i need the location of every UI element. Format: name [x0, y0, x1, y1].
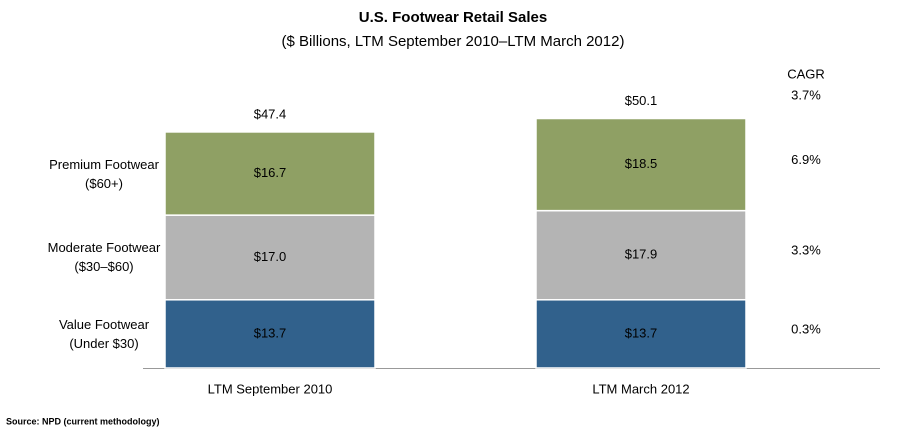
- total-label: $50.1: [625, 93, 658, 108]
- value-label: $13.7: [254, 325, 287, 340]
- bar-segment: [535, 209, 747, 301]
- value-label: $17.0: [254, 249, 287, 264]
- bar-segment: [164, 131, 376, 216]
- chart-subtitle: ($ Billions, LTM September 2010–LTM Marc…: [282, 33, 625, 50]
- value-label: $18.5: [625, 156, 658, 171]
- legend-label: Premium Footwear ($60+): [49, 156, 159, 191]
- legend-label: Moderate Footwear ($30–$60): [47, 240, 161, 275]
- cagr-header: CAGR: [787, 66, 825, 81]
- x-tick-label: LTM September 2010: [208, 381, 333, 396]
- cagr-label: 3.3%: [791, 243, 821, 258]
- source: Source: NPD (current methodology): [6, 416, 160, 426]
- bar-segment: [535, 117, 747, 212]
- value-label: $17.9: [625, 247, 658, 262]
- cagr-label: 6.9%: [791, 152, 821, 167]
- bar-segment: [164, 299, 376, 369]
- x-tick-label: LTM March 2012: [592, 381, 689, 396]
- value-label: $13.7: [625, 325, 658, 340]
- bar-segment: [535, 299, 747, 369]
- bar-segment: [164, 214, 376, 301]
- value-label: $16.7: [254, 165, 287, 180]
- cagr-label: 0.3%: [791, 321, 821, 336]
- total-label: $47.4: [254, 106, 287, 121]
- total-cagr: 3.7%: [791, 87, 821, 102]
- chart-title: U.S. Footwear Retail Sales: [359, 9, 547, 26]
- legend-label: Value Footwear (Under $30): [58, 316, 150, 351]
